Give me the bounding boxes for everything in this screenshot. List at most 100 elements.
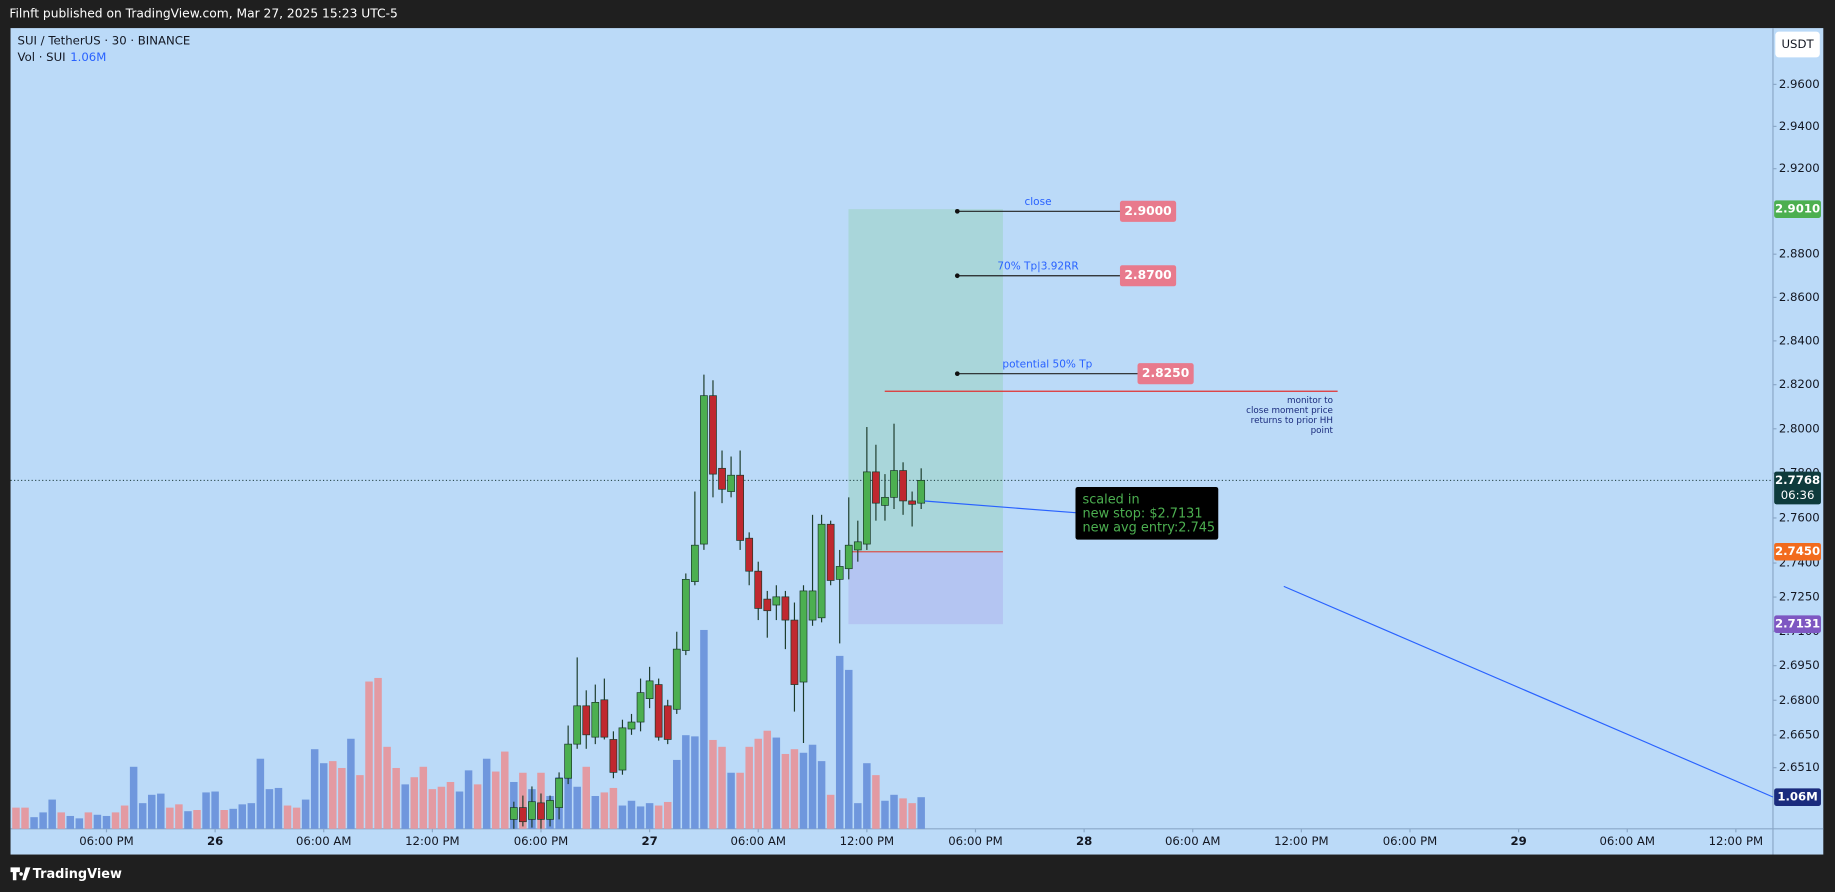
brand-name: TradingView — [33, 867, 122, 882]
candle-body — [609, 739, 618, 773]
candle-body — [672, 648, 681, 710]
candle-body — [600, 699, 609, 738]
note-text: close — [1024, 196, 1051, 208]
volume-bar — [709, 739, 717, 829]
x-tick-label: 06:00 AM — [296, 834, 351, 848]
volume-bar — [817, 761, 826, 829]
volume-bar — [482, 758, 491, 829]
volume-bar — [57, 812, 65, 829]
callout-text: new stop: $2.7131 — [1083, 506, 1203, 521]
volume-bar — [727, 772, 735, 829]
candle-body — [718, 467, 726, 490]
volume-bar — [383, 746, 391, 829]
volume-bar — [636, 806, 645, 829]
volume-bar — [247, 803, 256, 829]
note-anchor — [954, 371, 960, 377]
candle-body — [817, 523, 826, 619]
candle-body — [528, 801, 536, 820]
volume-bar — [799, 752, 808, 829]
candle-body — [591, 701, 600, 738]
volume-bar — [12, 807, 20, 829]
volume-bar — [157, 793, 165, 829]
candle-body — [582, 705, 591, 736]
price-label-box — [1774, 542, 1821, 561]
volume-bar — [184, 811, 192, 829]
volume-bar — [627, 800, 636, 829]
currency-button[interactable] — [1775, 31, 1820, 58]
volume-bar — [238, 804, 247, 829]
volume-bar — [609, 787, 618, 829]
volume-bar — [202, 792, 210, 829]
candle-body — [781, 596, 790, 621]
x-tick-label: 29 — [1510, 834, 1526, 848]
volume-bar — [256, 758, 265, 829]
candle-body — [564, 743, 573, 779]
volume-bar — [446, 781, 455, 829]
y-tick-label: 2.9600 — [1779, 77, 1820, 91]
volume-bar — [826, 794, 835, 829]
volume-bar — [428, 789, 437, 829]
x-tick-label: 28 — [1076, 834, 1092, 848]
candle-body — [772, 596, 781, 606]
price-label: 2.7131 — [1775, 617, 1820, 631]
y-tick-label: 2.8200 — [1779, 377, 1820, 391]
y-tick-label: 2.8000 — [1779, 421, 1820, 435]
candle-layer — [509, 374, 926, 829]
y-tick-label: 2.6650 — [1779, 728, 1820, 742]
candle-body — [709, 395, 717, 475]
volume-bar — [700, 629, 708, 829]
candle-body — [645, 680, 654, 700]
price-label: 2.9010 — [1775, 202, 1820, 216]
x-tick-label: 06:00 PM — [948, 834, 1003, 848]
x-tick-label: 27 — [641, 834, 657, 848]
note-text: potential 50% Tp — [1002, 358, 1092, 370]
candle-body — [754, 570, 763, 609]
y-tick-label: 2.8400 — [1779, 333, 1820, 347]
note-price-box — [1119, 265, 1177, 287]
candle-body — [654, 684, 663, 738]
volume-bar — [111, 812, 120, 829]
volume-bar — [845, 669, 853, 829]
candle-body — [835, 566, 844, 580]
candle-body — [727, 474, 735, 492]
candle-body — [736, 474, 744, 541]
position-stop-zone — [848, 551, 1003, 625]
volume-bar — [645, 803, 654, 829]
y-tick-label: 2.8800 — [1779, 247, 1820, 261]
volume-bar — [491, 771, 500, 829]
annotation-layer: close 2.9000 70% Tp|3.92RR 2.8700 potential … — [884, 196, 1774, 798]
volume-layer — [12, 629, 925, 829]
callout-box — [1075, 486, 1219, 540]
volume-bar — [93, 814, 102, 829]
volume-bar — [175, 804, 183, 829]
candle-body — [663, 705, 672, 740]
volume-bar — [618, 805, 627, 829]
volume-label: 1.06M — [1777, 790, 1817, 804]
price-label-box — [1774, 615, 1821, 633]
candle-body — [763, 598, 772, 612]
candle-body — [745, 537, 754, 572]
volume-bar — [808, 744, 817, 829]
volume-bar — [392, 767, 400, 829]
candle-body — [899, 470, 907, 502]
volume-bar — [654, 805, 663, 829]
volume-bar — [310, 749, 319, 829]
volume-bar — [75, 818, 84, 829]
volume-bar — [663, 801, 672, 829]
symbol-legend: SUI / TetherUS · 30 · BINANCE — [18, 33, 191, 47]
volume-bar — [220, 810, 228, 829]
position-layer — [10, 209, 1773, 625]
volume-bar — [265, 789, 274, 829]
volume-bar — [736, 772, 744, 829]
volume-bar — [917, 797, 925, 829]
volume-bar — [763, 730, 772, 829]
currency-label[interactable]: USDT — [1781, 37, 1814, 51]
price-label-box — [1774, 471, 1821, 505]
volume-bar — [835, 655, 844, 829]
position-target-zone — [848, 209, 1003, 552]
x-tick-label: 06:00 PM — [79, 834, 134, 848]
price-label: 2.7450 — [1775, 544, 1820, 558]
volume-bar — [419, 766, 428, 829]
volume-bar — [148, 794, 156, 829]
